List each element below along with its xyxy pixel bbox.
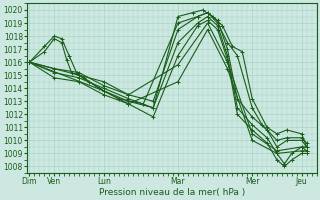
X-axis label: Pression niveau de la mer( hPa ): Pression niveau de la mer( hPa ) (99, 188, 245, 197)
